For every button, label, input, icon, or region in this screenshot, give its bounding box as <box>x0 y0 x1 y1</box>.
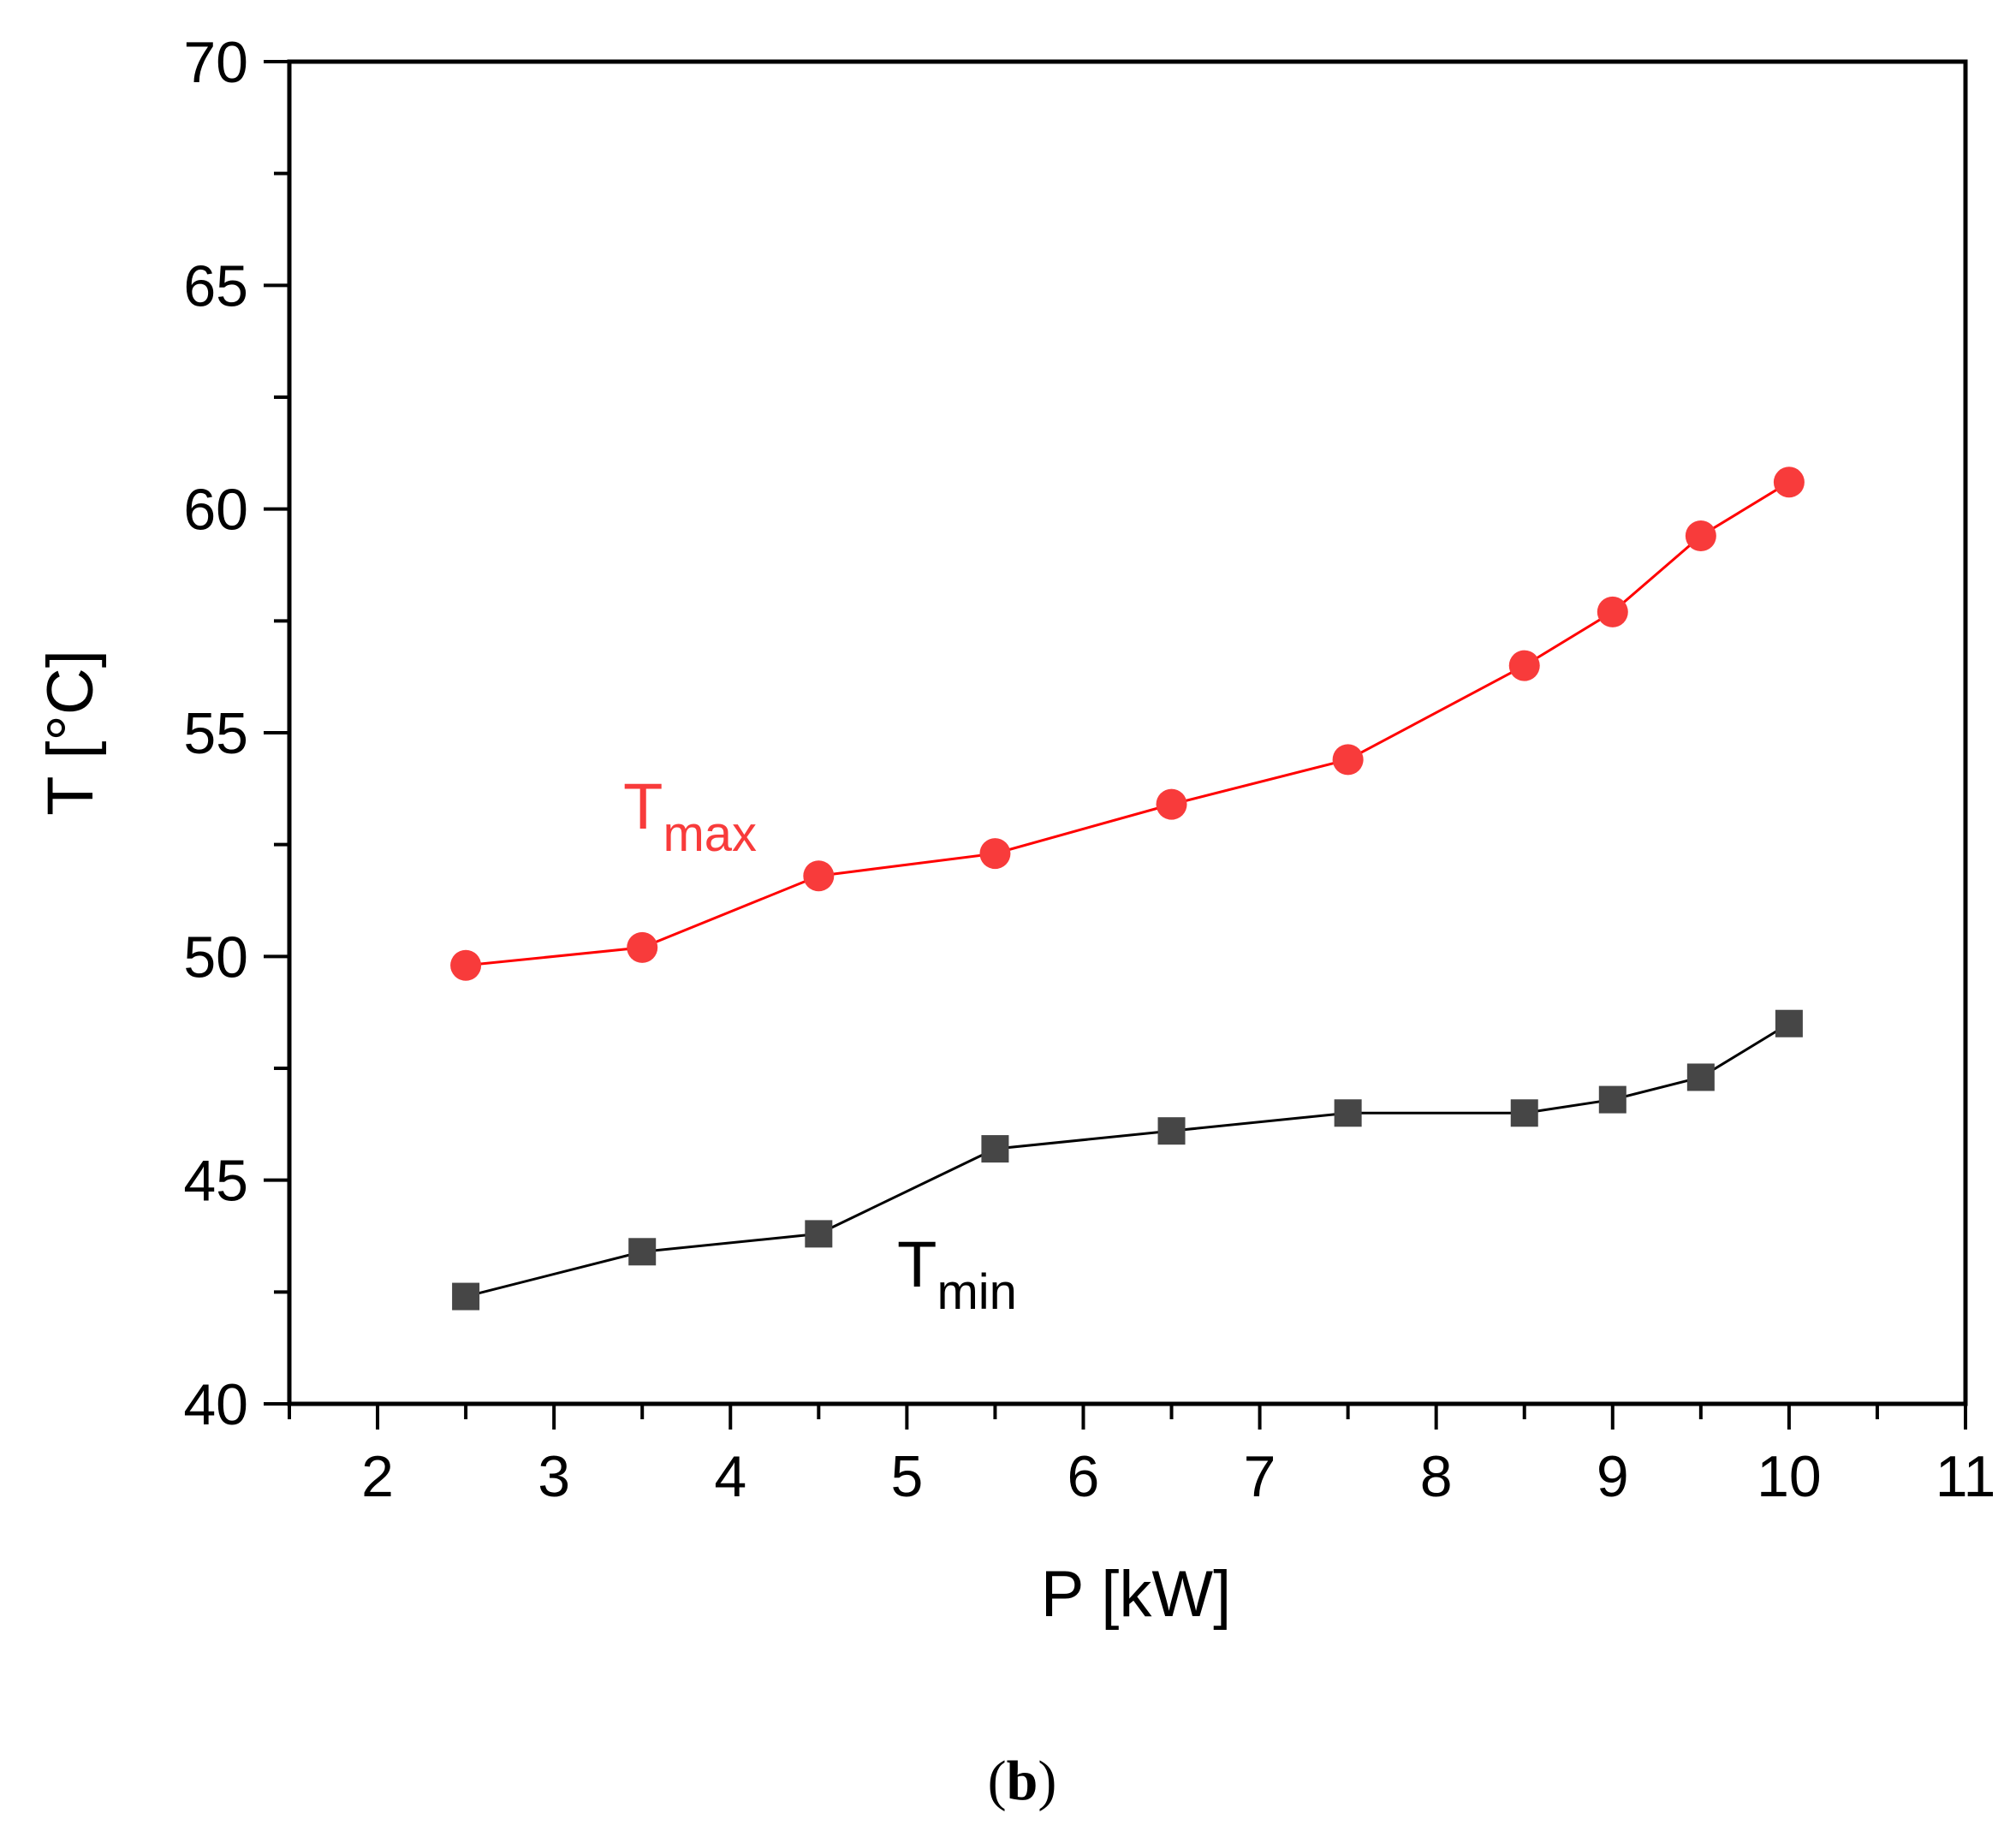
panel-label-letter: b <box>1007 1750 1038 1812</box>
point-tmin <box>1157 1117 1186 1145</box>
x-tick-label: 2 <box>361 1444 394 1509</box>
y-tick-label: 50 <box>183 924 248 990</box>
y-tick-label: 60 <box>183 478 248 543</box>
x-tick-label: 6 <box>1067 1444 1100 1509</box>
x-tick-label: 7 <box>1244 1444 1276 1509</box>
series-label-tmin-sub: min <box>937 1264 1016 1320</box>
x-axis-title: P [kW] <box>1041 1558 1231 1631</box>
y-axis-title: T [°C] <box>34 650 107 816</box>
point-tmin <box>805 1220 833 1248</box>
y-tick-label: 45 <box>183 1149 248 1214</box>
series-tmin <box>452 1009 1803 1311</box>
point-tmin <box>1598 1085 1626 1114</box>
point-tmax <box>1685 520 1716 552</box>
series-label-tmin: Tmin <box>897 1228 1017 1320</box>
series-line-tmin <box>465 1022 1790 1299</box>
point-tmax <box>1332 744 1364 776</box>
y-tick-label: 40 <box>183 1372 248 1437</box>
series-line-tmax <box>465 481 1790 967</box>
series-label-tmax-sub: max <box>663 806 757 862</box>
series-label-tmax-main: T <box>623 770 663 843</box>
y-tick-label: 65 <box>183 253 248 318</box>
point-tmax <box>1508 650 1540 681</box>
y-tick-label: 70 <box>183 30 248 95</box>
x-tick-label: 11 <box>1936 1444 1996 1509</box>
point-tmax <box>627 931 658 963</box>
point-tmax <box>1597 596 1628 627</box>
point-tmin <box>1334 1099 1362 1127</box>
x-tick-label: 3 <box>538 1444 570 1509</box>
point-tmin <box>1686 1063 1715 1091</box>
plot-frame <box>287 59 1968 1406</box>
point-tmax <box>979 838 1011 870</box>
point-tmin <box>981 1135 1009 1163</box>
x-tick-label: 5 <box>890 1444 923 1509</box>
x-tick-label: 8 <box>1420 1444 1453 1509</box>
tick-marks <box>264 60 1967 1430</box>
x-tick-label: 4 <box>714 1444 746 1509</box>
point-tmax <box>1156 788 1187 820</box>
panel-label-close: ) <box>1038 1750 1056 1812</box>
panel-label: (b) <box>988 1750 1057 1812</box>
series-label-tmin-main: T <box>897 1228 937 1301</box>
point-tmin <box>628 1238 657 1266</box>
point-tmin <box>452 1282 480 1311</box>
x-tick-label: 10 <box>1757 1444 1822 1509</box>
panel-label-open: ( <box>988 1750 1007 1812</box>
point-tmax <box>450 949 482 981</box>
point-tmin <box>1775 1009 1803 1037</box>
point-tmin <box>1510 1099 1538 1127</box>
series-layer <box>450 467 1805 1311</box>
point-tmax <box>803 860 835 892</box>
point-tmax <box>1773 467 1805 498</box>
x-tick-label: 9 <box>1597 1444 1629 1509</box>
series-label-tmax: Tmax <box>623 770 757 862</box>
y-tick-label: 55 <box>183 701 248 766</box>
series-tmax <box>450 467 1805 981</box>
